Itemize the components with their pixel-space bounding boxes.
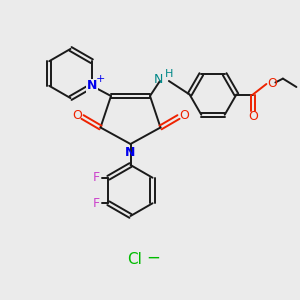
Text: O: O <box>267 76 277 90</box>
Text: −: − <box>146 249 160 267</box>
Text: O: O <box>179 109 189 122</box>
Text: +: + <box>95 74 105 84</box>
Text: N: N <box>125 146 136 159</box>
Text: F: F <box>92 197 99 210</box>
Text: N: N <box>87 79 97 92</box>
Text: O: O <box>248 110 258 123</box>
Text: H: H <box>165 69 173 79</box>
Text: F: F <box>92 171 99 184</box>
Text: Cl: Cl <box>128 252 142 267</box>
Text: N: N <box>153 73 163 86</box>
Text: O: O <box>72 109 82 122</box>
